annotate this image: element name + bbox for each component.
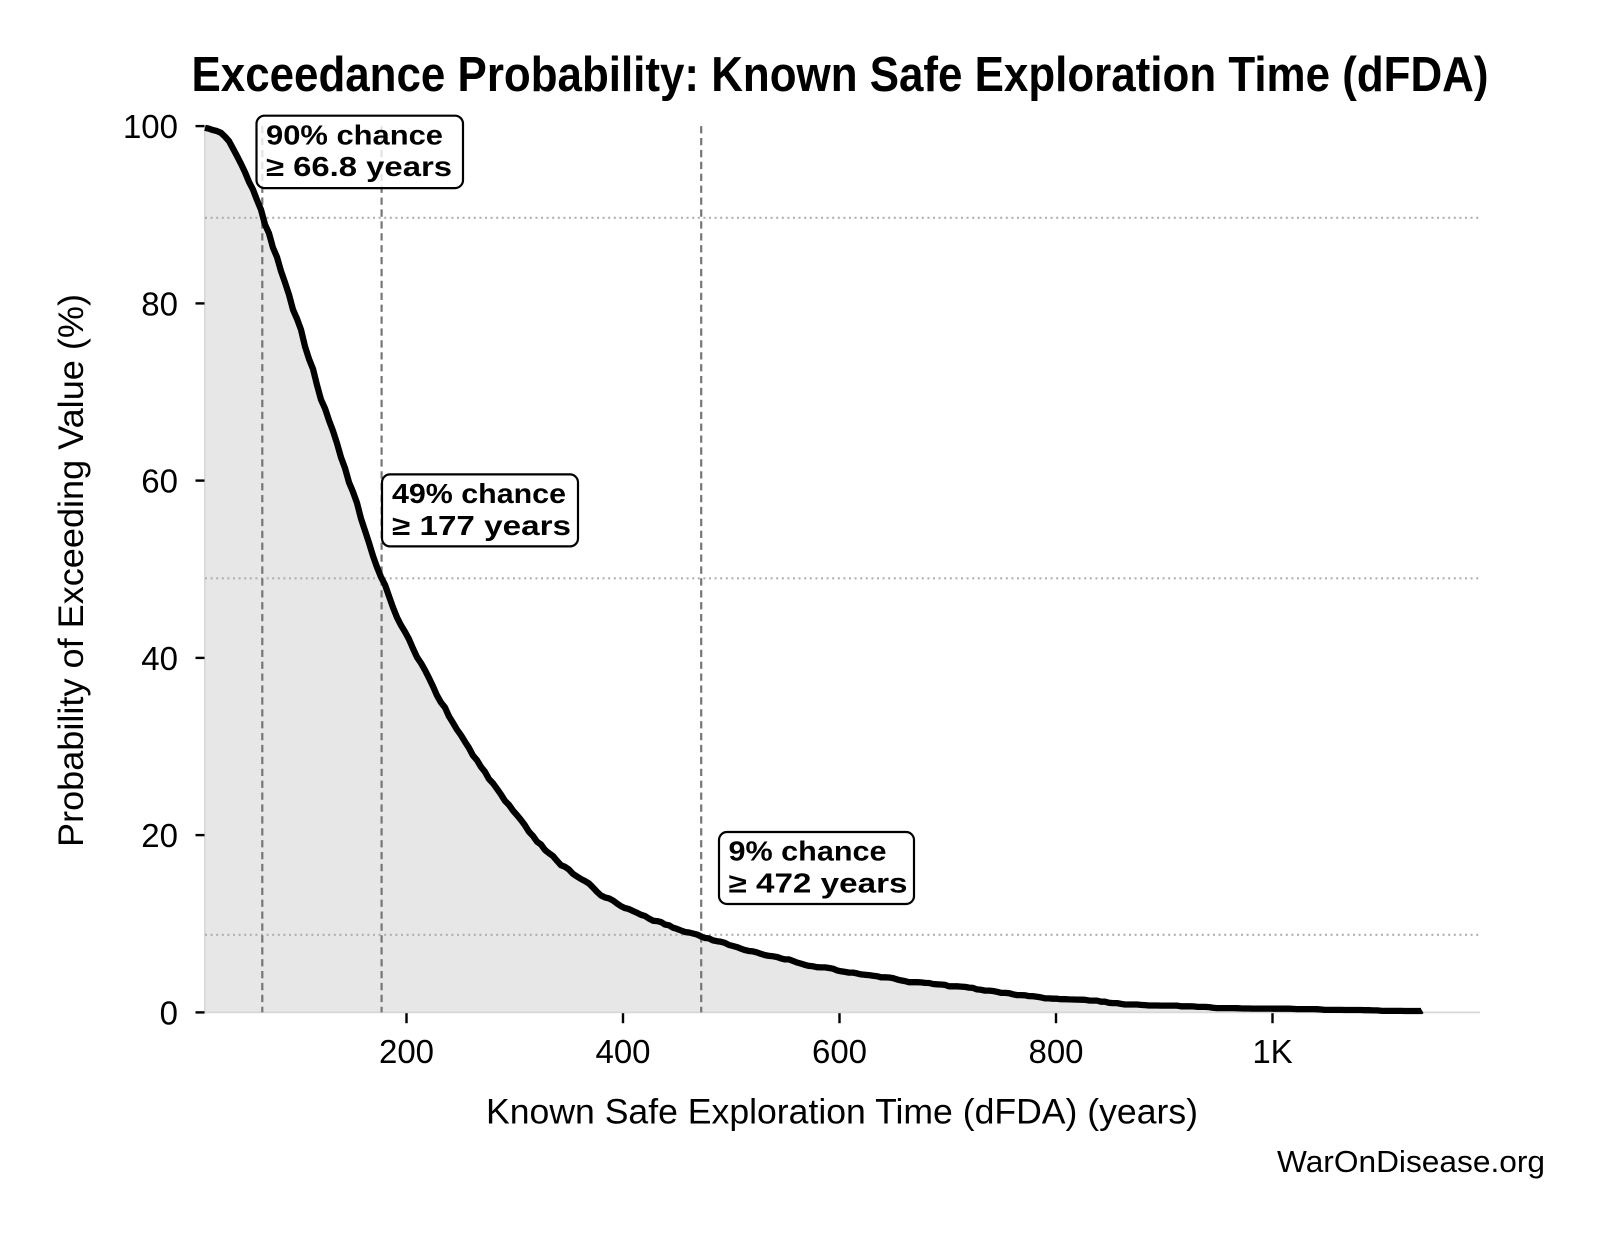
svg-text:49% chance: 49% chance [392, 478, 566, 509]
svg-text:Known Safe Exploration Time (d: Known Safe Exploration Time (dFDA) (year… [486, 1092, 1198, 1132]
svg-text:20: 20 [141, 817, 178, 854]
svg-text:Exceedance Probability: Known: Exceedance Probability: Known Safe Explo… [192, 48, 1489, 102]
svg-text:WarOnDisease.org: WarOnDisease.org [1277, 1144, 1545, 1179]
svg-text:80: 80 [141, 285, 178, 322]
svg-text:100: 100 [123, 108, 178, 145]
svg-text:600: 600 [812, 1033, 867, 1070]
svg-text:1K: 1K [1252, 1033, 1292, 1070]
svg-text:200: 200 [379, 1033, 434, 1070]
svg-text:60: 60 [141, 463, 178, 500]
svg-text:9% chance: 9% chance [729, 836, 887, 867]
svg-text:≥ 177 years: ≥ 177 years [392, 510, 571, 541]
svg-text:90% chance: 90% chance [266, 119, 443, 150]
svg-text:40: 40 [141, 640, 178, 677]
svg-text:400: 400 [595, 1033, 650, 1070]
svg-text:Probability of Exceeding Value: Probability of Exceeding Value (%) [51, 294, 91, 847]
svg-text:0: 0 [160, 994, 178, 1031]
svg-text:≥ 66.8 years: ≥ 66.8 years [266, 151, 452, 182]
svg-text:≥ 472 years: ≥ 472 years [729, 867, 908, 898]
svg-text:800: 800 [1028, 1033, 1083, 1070]
